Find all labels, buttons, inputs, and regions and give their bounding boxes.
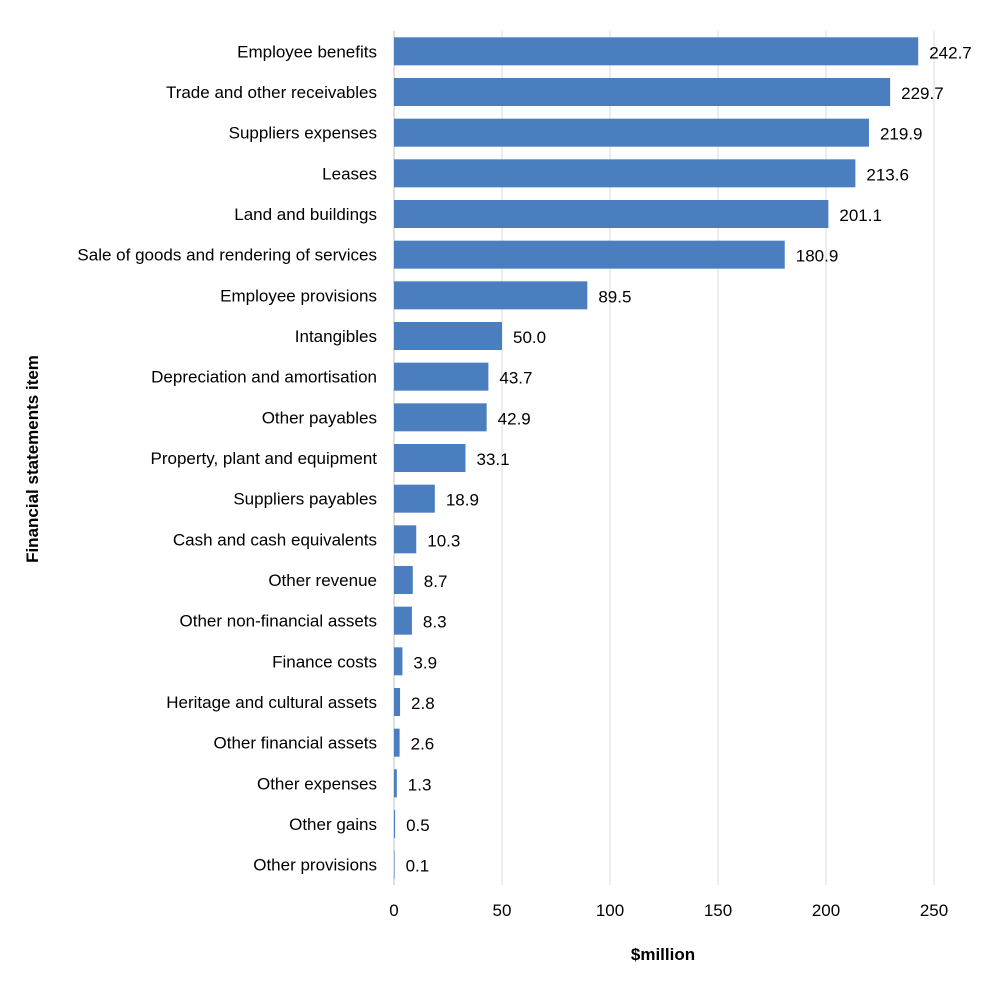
x-tick-label: 250	[920, 901, 948, 920]
data-label: 50.0	[513, 328, 546, 347]
data-label: 201.1	[839, 206, 882, 225]
data-label: 213.6	[866, 165, 909, 184]
bar	[394, 362, 489, 391]
bar	[394, 769, 397, 798]
category-label: Other expenses	[257, 774, 377, 793]
bar	[394, 525, 417, 554]
category-label: Property, plant and equipment	[151, 449, 378, 468]
category-label: Other revenue	[268, 571, 377, 590]
category-label: Other financial assets	[214, 734, 377, 753]
gridlines	[393, 31, 935, 885]
category-label: Trade and other receivables	[166, 83, 377, 102]
bar	[394, 566, 413, 594]
x-tick-label: 150	[704, 901, 732, 920]
x-tick-label: 100	[596, 901, 624, 920]
data-label: 43.7	[499, 369, 532, 388]
bar	[394, 240, 785, 269]
bar	[394, 606, 412, 635]
bar	[394, 281, 588, 310]
bar	[394, 688, 401, 716]
category-label: Sale of goods and rendering of services	[77, 246, 377, 265]
bar	[394, 118, 869, 147]
data-label: 2.8	[411, 694, 435, 713]
data-label: 242.7	[929, 43, 972, 62]
y-axis-title: Financial statements item	[23, 355, 42, 563]
bar	[394, 37, 919, 66]
bar	[394, 444, 466, 472]
category-label: Other provisions	[253, 856, 377, 875]
bar	[394, 159, 856, 188]
bar	[394, 322, 502, 350]
bar	[394, 647, 403, 676]
x-axis-title: $million	[631, 945, 695, 964]
category-label: Land and buildings	[234, 205, 377, 224]
data-label: 10.3	[427, 531, 460, 550]
data-label: 180.9	[796, 247, 839, 266]
data-label: 229.7	[901, 84, 944, 103]
bar	[394, 403, 487, 432]
data-label: 8.7	[424, 572, 448, 591]
x-tick-label: 0	[389, 901, 398, 920]
data-label: 219.9	[880, 125, 923, 144]
category-label: Leases	[322, 164, 377, 183]
bar	[394, 810, 396, 838]
bar	[394, 484, 435, 513]
category-label: Heritage and cultural assets	[166, 693, 377, 712]
data-label: 18.9	[446, 491, 479, 510]
bar	[394, 728, 400, 757]
category-label: Other non-financial assets	[180, 612, 378, 631]
data-label: 2.6	[411, 735, 435, 754]
data-label: 42.9	[498, 409, 531, 428]
data-label: 1.3	[408, 775, 432, 794]
data-label: 8.3	[423, 613, 447, 632]
category-labels: Employee benefits Trade and other receiva…	[77, 42, 377, 874]
bar	[394, 78, 891, 106]
data-label: 33.1	[476, 450, 509, 469]
category-label: Other payables	[262, 408, 377, 427]
bar	[394, 850, 395, 879]
bars	[394, 37, 919, 879]
data-label: 0.5	[406, 816, 430, 835]
x-tick-label: 200	[812, 901, 840, 920]
category-label: Suppliers payables	[233, 490, 377, 509]
category-label: Intangibles	[295, 327, 377, 346]
category-label: Employee benefits	[237, 42, 377, 61]
x-tick-label: 50	[493, 901, 512, 920]
category-label: Employee provisions	[220, 286, 377, 305]
x-tick-labels: 0 50 100 150 200 250	[389, 901, 948, 920]
bar	[394, 200, 829, 228]
data-label: 89.5	[598, 287, 631, 306]
category-label: Cash and cash equivalents	[173, 530, 377, 549]
category-label: Finance costs	[272, 652, 377, 671]
category-label: Depreciation and amortisation	[151, 368, 377, 387]
category-label: Other gains	[289, 815, 377, 834]
data-label: 0.1	[406, 857, 430, 876]
category-label: Suppliers expenses	[229, 124, 377, 143]
value-labels: 242.7 229.7 219.9 213.6 201.1 180.9 89.5 50.0 43…	[406, 43, 972, 875]
data-label: 3.9	[413, 653, 437, 672]
